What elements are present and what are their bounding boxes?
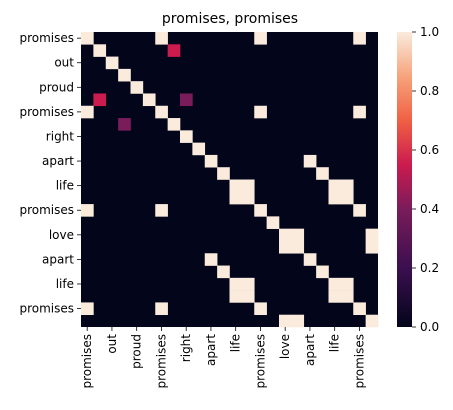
heatmap-cell	[130, 81, 144, 94]
x-tick-label: apart	[303, 334, 317, 366]
heatmap-cell	[279, 240, 292, 254]
heatmap-cell	[81, 302, 94, 316]
x-tick-label: promises	[352, 334, 366, 389]
heatmap-cell	[328, 191, 342, 205]
x-tick-label: right	[179, 334, 193, 362]
y-tick-label: promises	[19, 302, 74, 316]
x-tick-label: love	[278, 334, 292, 359]
heatmap-cell	[229, 277, 243, 291]
heatmap-cell	[81, 105, 94, 119]
y-tick-label: life	[56, 277, 74, 291]
y-tick-label: apart	[42, 154, 74, 168]
heatmap-cell	[328, 290, 342, 303]
heatmap-cell	[254, 105, 267, 119]
y-tick-label: apart	[42, 252, 74, 266]
y-tick-label: promises	[19, 203, 74, 217]
colorbar-tick-label: 1.0	[420, 25, 439, 39]
heatmap-cell	[266, 216, 280, 229]
x-axis: promises out proud promises right apart life pr…	[80, 327, 366, 389]
heatmap-cell	[180, 130, 193, 143]
heatmap-cell	[353, 204, 366, 217]
y-tick-label: promises	[19, 105, 74, 119]
heatmap-cell	[180, 93, 193, 107]
colorbar-tick-label: 0.6	[420, 143, 439, 157]
heatmap-cell	[353, 105, 366, 119]
x-tick-label: proud	[130, 334, 144, 369]
heatmap-cell	[291, 314, 305, 328]
heatmap-cell	[217, 167, 230, 180]
heatmap-cell	[254, 32, 267, 45]
heatmap-cell	[155, 302, 168, 316]
heatmap-cell	[241, 179, 255, 193]
heatmap-cell	[105, 56, 119, 70]
heatmap-cell	[365, 314, 379, 328]
heatmap-cell	[291, 240, 305, 254]
colorbar-axis: 0.0 0.2 0.4 0.6 0.8 1.0	[412, 25, 439, 334]
x-tick-label: promises	[80, 334, 94, 389]
heatmap-cell	[291, 228, 305, 242]
heatmap-cell	[81, 204, 94, 217]
heatmap-cell	[353, 32, 366, 45]
heatmap-cell	[241, 277, 255, 291]
heatmap-cell	[316, 265, 329, 279]
heatmap-cell	[229, 290, 243, 303]
heatmap-cell	[241, 290, 255, 303]
heatmap-cell	[254, 302, 267, 316]
heatmap-cell	[340, 191, 354, 205]
y-axis: promises out proud promises right apart life pr…	[19, 31, 81, 316]
y-tick-label: proud	[39, 80, 74, 94]
heatmap-cell	[340, 277, 354, 291]
heatmap-cell	[365, 240, 379, 254]
heatmap-cell	[303, 154, 317, 168]
heatmap-cell	[167, 118, 181, 131]
colorbar-tick-label: 0.4	[420, 202, 439, 216]
y-tick-label: out	[54, 56, 74, 70]
heatmap-cell	[204, 253, 218, 266]
heatmap-cell	[241, 191, 255, 205]
heatmap-cell	[229, 191, 243, 205]
heatmap-cell	[118, 118, 131, 131]
y-tick-label: life	[56, 179, 74, 193]
heatmap-cell	[118, 68, 131, 82]
y-tick-label: right	[46, 129, 74, 143]
heatmap-cell	[93, 44, 107, 57]
colorbar-tick-label: 0.0	[420, 320, 439, 334]
x-tick-label: life	[229, 334, 243, 352]
colorbar-tick-label: 0.8	[420, 84, 439, 98]
x-tick-label: promises	[253, 334, 267, 389]
heatmap-cell	[340, 179, 354, 193]
x-tick-label: life	[328, 334, 342, 352]
chart-title: promises, promises	[162, 11, 298, 27]
heatmap-cell	[279, 228, 292, 242]
heatmap-cell	[316, 167, 329, 180]
heatmap-cell	[142, 93, 156, 107]
heatmap-cell	[353, 302, 366, 316]
heatmap-cell	[303, 253, 317, 266]
heatmap-cells	[81, 32, 379, 328]
heatmap-cell	[93, 93, 107, 107]
colorbar-tick-label: 0.2	[420, 261, 439, 275]
y-tick-label: promises	[19, 31, 74, 45]
heatmap-cell	[192, 142, 206, 156]
x-tick-label: apart	[204, 334, 218, 366]
heatmap-cell	[204, 154, 218, 168]
heatmap-cell	[167, 44, 181, 57]
heatmap-cell	[328, 277, 342, 291]
x-tick-label: promises	[154, 334, 168, 389]
heatmap-cell	[217, 265, 230, 279]
heatmap-cell	[155, 105, 168, 119]
heatmap-cell	[229, 179, 243, 193]
x-tick-label: out	[105, 334, 119, 354]
heatmap-cell	[81, 32, 94, 45]
heatmap-cell	[340, 290, 354, 303]
heatmap-cell	[279, 314, 292, 328]
heatmap-cell	[328, 179, 342, 193]
heatmap-cell	[155, 32, 168, 45]
heatmap-cell	[365, 228, 379, 242]
heatmap-cell	[155, 204, 168, 217]
y-tick-label: love	[49, 228, 74, 242]
colorbar	[397, 32, 412, 327]
heatmap-cell	[254, 204, 267, 217]
